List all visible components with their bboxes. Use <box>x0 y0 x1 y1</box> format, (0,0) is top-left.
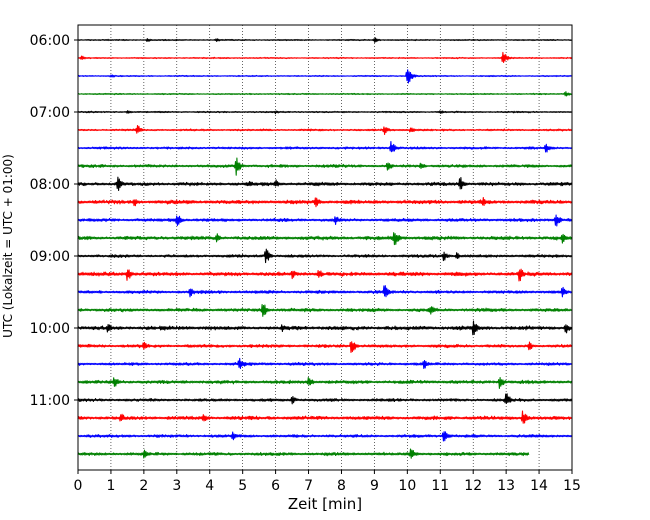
x-axis-label: Zeit [min] <box>288 495 362 513</box>
trace-row-16 <box>77 320 573 336</box>
grid-lines <box>110 25 540 470</box>
trace-row-23 <box>77 448 530 459</box>
trace-row-12 <box>77 248 572 264</box>
trace-row-11 <box>77 232 573 246</box>
y-tick-label-3: 09:00 <box>30 249 70 265</box>
trace-row-1 <box>77 51 572 64</box>
trace-row-21 <box>77 410 572 424</box>
x-tick-label-2: 2 <box>139 478 148 494</box>
y-axis-ticks: 06:00 07:00 08:00 09:00 10:00 11:00 <box>30 33 78 409</box>
x-tick-label-5: 5 <box>238 478 247 494</box>
y-tick-label-2: 08:00 <box>30 177 70 193</box>
y-axis-label: UTC (Lokalzeit = UTC + 01:00) <box>1 154 15 338</box>
trace-row-17 <box>77 341 573 354</box>
trace-row-14 <box>77 285 572 298</box>
x-tick-label-8: 8 <box>337 478 346 494</box>
trace-row-13 <box>77 268 573 282</box>
trace-row-22 <box>77 431 572 442</box>
y-tick-label-4: 10:00 <box>30 321 70 337</box>
trace-series <box>77 37 573 459</box>
trace-row-19 <box>77 376 573 389</box>
x-tick-label-10: 10 <box>398 478 416 494</box>
trace-row-0 <box>77 37 572 43</box>
y-tick-label-0: 06:00 <box>30 33 70 49</box>
x-tick-label-3: 3 <box>172 478 181 494</box>
y-tick-label-5: 11:00 <box>30 393 70 409</box>
plot-frame <box>77 24 573 471</box>
x-tick-label-14: 14 <box>530 478 548 494</box>
x-tick-label-11: 11 <box>431 478 449 494</box>
trace-row-15 <box>77 304 572 317</box>
x-tick-label-13: 13 <box>497 478 515 494</box>
trace-row-20 <box>77 393 573 405</box>
trace-row-5 <box>77 124 572 135</box>
trace-row-7 <box>77 157 573 176</box>
trace-row-6 <box>77 141 572 153</box>
y-tick-label-1: 07:00 <box>30 105 70 121</box>
x-axis-ticks: 0 1 2 3 4 5 6 7 8 9 10 11 12 13 14 15 <box>74 470 581 494</box>
x-tick-label-7: 7 <box>304 478 313 494</box>
trace-row-2 <box>77 69 572 84</box>
x-tick-label-9: 9 <box>370 478 379 494</box>
trace-row-8 <box>77 176 573 192</box>
x-tick-label-6: 6 <box>271 478 280 494</box>
trace-row-9 <box>77 197 572 208</box>
trace-row-18 <box>77 357 572 370</box>
trace-row-4 <box>77 110 572 115</box>
x-tick-label-0: 0 <box>74 478 83 494</box>
x-tick-label-15: 15 <box>563 478 581 494</box>
x-tick-label-1: 1 <box>106 478 115 494</box>
trace-row-10 <box>77 214 573 227</box>
x-tick-label-12: 12 <box>464 478 482 494</box>
x-tick-label-4: 4 <box>205 478 214 494</box>
trace-row-3 <box>77 91 572 97</box>
